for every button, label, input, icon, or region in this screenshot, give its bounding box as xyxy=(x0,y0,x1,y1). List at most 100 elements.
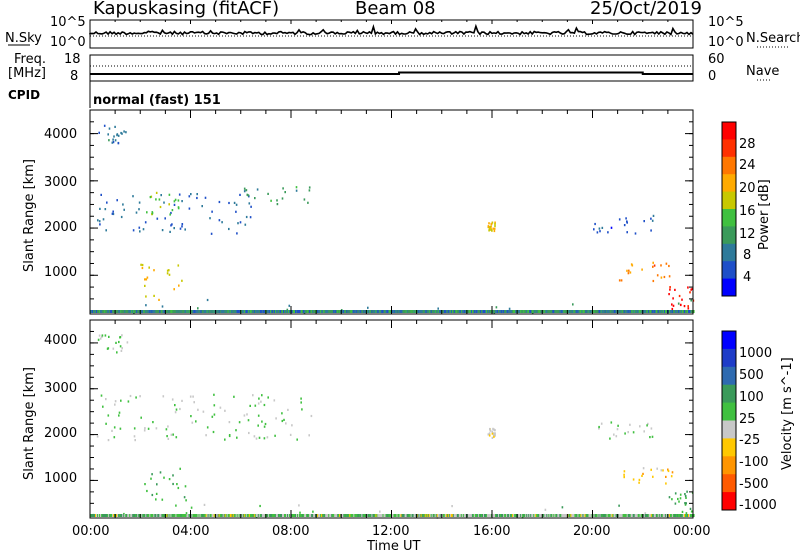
power-ground-cell xyxy=(128,310,130,313)
velocity-ground-cell xyxy=(479,514,482,517)
velocity-ground-cell xyxy=(494,514,496,517)
power-ground-cell xyxy=(205,310,208,313)
power-ground-cell xyxy=(92,310,94,313)
power-ground-cell xyxy=(99,310,101,313)
power-ground-cell xyxy=(165,310,167,313)
velocity-cell xyxy=(213,413,216,416)
velocity-ground-cell xyxy=(642,514,645,517)
velocity-ground-cell xyxy=(151,514,153,517)
power-ground-cell xyxy=(302,310,304,313)
velocity-cell xyxy=(105,422,107,425)
power-ground-cell xyxy=(462,310,465,313)
velocity-ground-cell xyxy=(576,514,578,517)
velocity-cell xyxy=(274,434,276,437)
velocity-ground-cell xyxy=(504,514,506,517)
velocity-ground-cell xyxy=(673,514,676,517)
velocity-ground-cell xyxy=(256,514,259,517)
power-ground-cell xyxy=(684,310,686,313)
velocity-ground-cell xyxy=(447,514,450,517)
power-ground-cell xyxy=(192,310,195,313)
velocity-ground-cell xyxy=(221,514,224,517)
velocity-cell xyxy=(255,437,258,440)
velocity-ground-cell xyxy=(169,514,171,517)
power-ground-cell xyxy=(170,310,172,313)
power-cell xyxy=(653,264,656,267)
velocity-ground-cell xyxy=(235,514,238,517)
velocity-ground-cell xyxy=(109,514,111,517)
velocity-ground-cell xyxy=(596,514,599,517)
velocity-ground-cell xyxy=(500,514,502,517)
velocity-cell xyxy=(129,394,132,398)
velocity-ground-cell xyxy=(334,514,336,517)
power-cell xyxy=(166,269,169,272)
power-ground-cell xyxy=(460,310,463,313)
velocity-ground-cell xyxy=(273,514,276,517)
velocity-ground-cell xyxy=(357,514,359,517)
power-ground-cell xyxy=(408,310,411,313)
power-ground-cell xyxy=(288,310,290,313)
power-cell xyxy=(120,215,123,219)
power-ground-cell xyxy=(393,310,396,313)
power-cell xyxy=(161,305,164,308)
velocity-cell xyxy=(275,417,277,420)
velocity-ground-cell xyxy=(103,514,105,517)
velocity-ground-cell xyxy=(99,514,101,517)
velocity-ground-cell xyxy=(681,514,684,517)
power-ground-cell xyxy=(484,310,486,313)
velocity-ground-cell xyxy=(378,514,380,517)
velocity-cell xyxy=(108,335,110,338)
velocity-ground-cell xyxy=(194,514,197,517)
power-ground-cell xyxy=(115,310,117,313)
velocity-cell xyxy=(287,408,289,411)
power-cell xyxy=(111,212,114,215)
power-cell xyxy=(173,227,175,230)
velocity-ground-cell xyxy=(536,514,538,517)
power-ground-cell xyxy=(204,310,207,313)
velocity-cell xyxy=(140,416,142,419)
power-ground-cell xyxy=(277,310,280,313)
power-ground-cell xyxy=(310,310,312,313)
velocity-cell xyxy=(678,500,680,503)
power-ground-cell xyxy=(178,310,180,313)
velocity-ground-cell xyxy=(621,514,624,517)
velocity-ground-cell xyxy=(335,514,337,517)
power-ground-cell xyxy=(373,310,375,313)
power-cell xyxy=(204,196,207,199)
power-cell xyxy=(138,208,140,211)
velocity-ground-cell xyxy=(349,514,351,517)
power-cell xyxy=(652,261,654,264)
velocity-ground-cell xyxy=(548,514,550,517)
velocity-ground-cell xyxy=(344,514,346,517)
velocity-ground-cell xyxy=(181,514,184,517)
power-ground-cell xyxy=(409,310,412,313)
velocity-ground-cell xyxy=(669,514,672,517)
velocity-cell xyxy=(155,427,158,430)
velocity-ground-cell xyxy=(223,514,226,517)
velocity-ground-cell xyxy=(121,514,123,517)
power-ground-cell xyxy=(285,310,287,313)
power-cell xyxy=(601,226,604,229)
velocity-ground-cell xyxy=(111,514,113,517)
velocity-ground-cell xyxy=(549,514,551,517)
power-ground-cell xyxy=(268,310,271,313)
power-ground-cell xyxy=(487,310,489,313)
velocity-ground-cell xyxy=(332,514,334,517)
nsearch-tick-top: 10^5 xyxy=(708,15,744,30)
power-ground-cell xyxy=(547,310,549,313)
power-ground-cell xyxy=(316,310,318,313)
velocity-ground-cell xyxy=(677,514,680,517)
velocity-ground-cell xyxy=(689,514,691,517)
power-ground-cell xyxy=(639,310,642,313)
power-ground-cell xyxy=(429,310,432,313)
velocity-ground-cell xyxy=(322,514,324,517)
power-ground-cell xyxy=(525,310,527,313)
velocity-ground-cell xyxy=(524,514,526,517)
power-cell xyxy=(656,274,659,277)
velocity-ground-cell xyxy=(255,514,258,517)
power-ground-cell xyxy=(544,310,546,313)
power-ground-cell xyxy=(305,310,307,313)
velocity-ground-cell xyxy=(271,514,274,517)
velocity-ground-cell xyxy=(314,514,316,517)
velocity-ground-cell xyxy=(98,514,100,517)
power-ground-cell xyxy=(222,310,225,313)
